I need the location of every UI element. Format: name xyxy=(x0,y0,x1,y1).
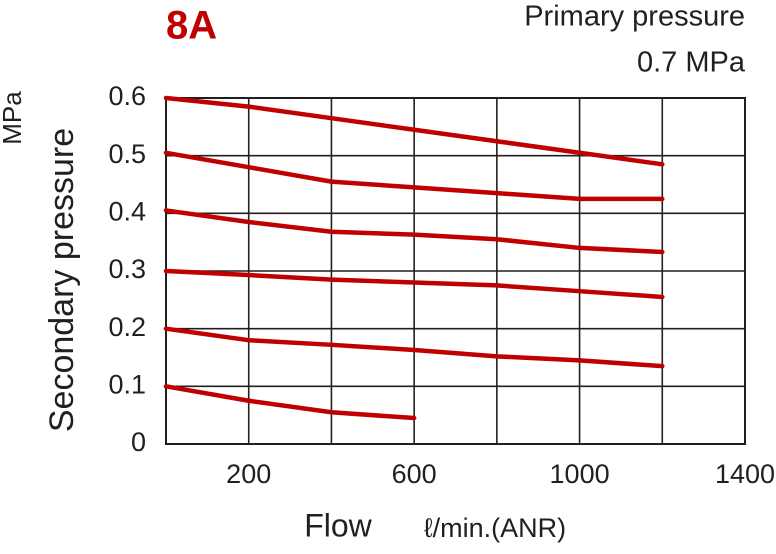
data-line xyxy=(163,384,417,421)
x-tick-label: 200 xyxy=(226,459,271,489)
y-axis-unit: MPa xyxy=(0,91,27,145)
x-tick-label: 600 xyxy=(392,459,437,489)
data-line xyxy=(163,326,665,369)
x-tick-label: 1400 xyxy=(715,459,775,489)
data-line xyxy=(163,95,665,167)
x-axis-label: Flow xyxy=(304,507,372,543)
y-tick-label: 0.2 xyxy=(108,312,146,342)
data-line xyxy=(163,268,665,300)
x-tick-label: 1000 xyxy=(550,459,610,489)
y-tick-label: 0.6 xyxy=(108,81,146,111)
y-tick-label: 0.5 xyxy=(108,139,146,169)
x-axis-unit: ℓ/min.(ANR) xyxy=(424,513,566,543)
data-line xyxy=(163,208,665,255)
y-tick-label: 0 xyxy=(131,427,146,457)
y-axis-label: Secondary pressure xyxy=(43,128,81,432)
y-tick-label: 0.3 xyxy=(108,254,146,284)
chart-title: 8A xyxy=(166,4,217,48)
data-line xyxy=(163,150,665,202)
annotation: Primary pressure xyxy=(524,1,745,33)
y-tick-label: 0.4 xyxy=(108,196,146,226)
annotation: 0.7 MPa xyxy=(637,47,746,79)
y-tick-label: 0.1 xyxy=(108,369,146,399)
